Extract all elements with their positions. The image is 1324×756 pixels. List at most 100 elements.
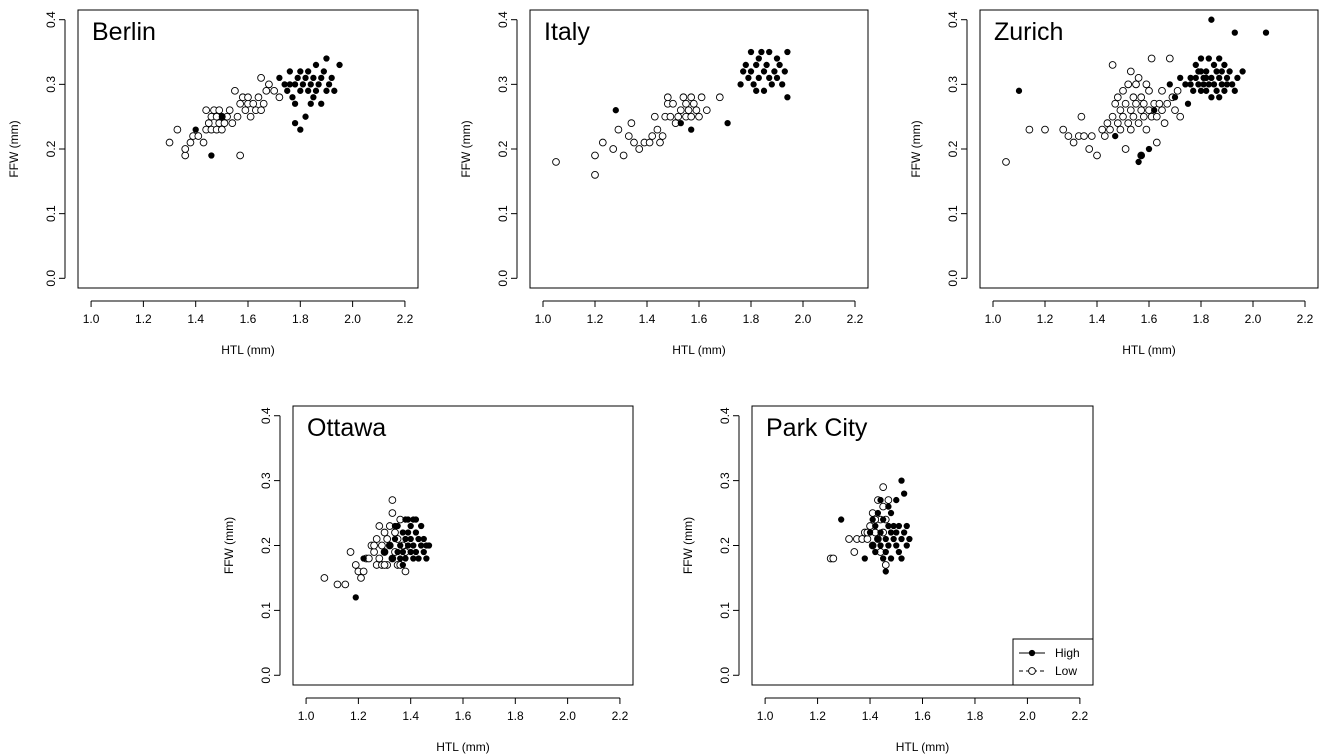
point-low [1137,106,1146,115]
point-low [236,151,245,160]
point-high [747,48,755,56]
point-low [1002,158,1010,166]
point-high [1221,61,1228,69]
point-low [669,99,677,108]
point-high [399,529,406,536]
y-tick-label: 0.4 [44,11,58,28]
x-tick-label: 1.6 [455,709,472,723]
point-high [771,68,778,75]
point-low [689,99,698,108]
point-high [208,152,215,159]
point-low [1106,125,1114,134]
point-low [1116,125,1125,134]
point-low [648,132,657,140]
point-high [1184,100,1192,107]
point-low [1147,54,1156,63]
point-high [1216,94,1223,101]
x-tick-label: 1.2 [1037,312,1054,326]
point-high [753,61,760,69]
point-high [784,94,791,101]
point-high [336,61,343,69]
point-high [415,535,422,543]
x-tick-label: 1.2 [350,709,367,723]
point-high [890,535,897,543]
y-tick-label: 0.2 [259,537,273,554]
point-low [881,561,890,569]
point-high [887,509,895,517]
point-high [1229,81,1236,88]
point-high [768,81,775,88]
point-high [724,119,731,127]
point-high [291,100,299,107]
point-low [1160,119,1169,127]
y-tick-label: 0.1 [259,602,273,619]
point-low [1100,132,1109,140]
point-high [742,61,749,69]
y-axis-label: FFW (mm) [459,120,473,177]
x-tick-label: 1.6 [1141,312,1158,326]
point-low [1158,106,1166,115]
point-low [1129,112,1138,121]
point-high [877,542,884,549]
plot-frame [529,9,869,289]
point-low [1158,86,1166,95]
y-tick-label: 0.1 [44,205,58,222]
point-low [173,125,182,134]
point-low [1108,112,1117,121]
legend-marker-high [1028,649,1036,657]
point-high [310,74,317,82]
point-high [323,87,330,94]
point-low [598,138,607,147]
point-low [1126,106,1135,115]
point-high [1205,81,1212,88]
point-low [1077,112,1086,121]
point-high [745,74,752,82]
point-high [1187,74,1194,82]
point-low [346,548,355,556]
point-low [1059,125,1068,134]
point-high [412,548,420,556]
point-high [397,555,404,562]
y-tick-label: 0.0 [718,667,732,684]
point-high [291,119,299,127]
point-low [1113,119,1122,127]
point-high [1203,74,1210,82]
point-high [1138,152,1145,159]
y-axis-label: FFW (mm) [222,517,236,574]
point-high [900,490,908,497]
point-high [882,535,889,543]
x-tick-label: 2.0 [559,709,576,723]
x-tick-label: 2.0 [1245,312,1262,326]
x-tick-label: 1.2 [587,312,604,326]
x-tick-label: 1.4 [402,709,419,723]
point-low [231,86,239,95]
point-high [1226,68,1233,75]
point-low [650,112,659,121]
panel-title: Zurich [994,18,1063,46]
point-low [375,554,384,563]
point-low [653,125,662,134]
point-low [388,496,397,504]
y-tick-label: 0.3 [496,76,510,93]
point-high [893,542,900,549]
point-high [737,81,744,88]
point-high [612,107,619,114]
point-low [388,509,397,517]
point-high [286,68,293,75]
point-low [341,580,350,589]
point-high [323,55,330,62]
y-tick-label: 0.4 [496,11,510,28]
point-high [1218,68,1225,75]
point-low [1098,125,1107,134]
y-tick-label: 0.4 [259,407,273,424]
point-high [407,522,414,530]
point-high [750,81,757,88]
point-high [1195,68,1202,75]
x-tick-label: 2.2 [1072,709,1089,723]
point-low [259,99,268,108]
point-low [165,138,174,147]
point-low [1137,93,1146,102]
point-high [898,555,905,562]
point-high [1213,87,1220,94]
point-high [760,68,768,75]
